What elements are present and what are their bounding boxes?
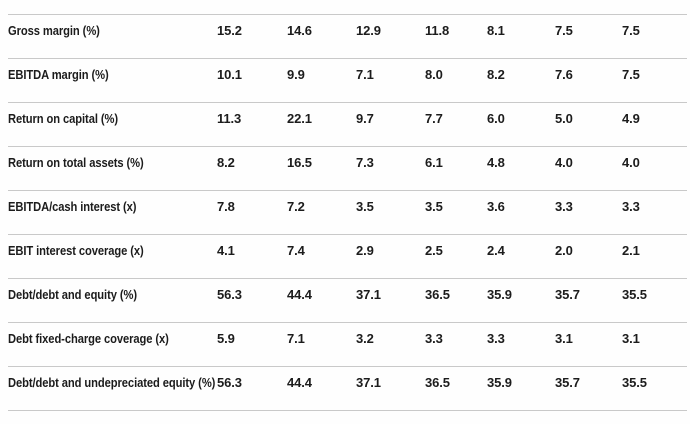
table-cell: 3.2	[356, 331, 374, 346]
table-cell: 36.5	[425, 287, 450, 302]
table-cell: 7.5	[622, 23, 640, 38]
table-row: Gross margin (%) 15.2 14.6 12.9 11.8 8.1…	[8, 14, 687, 59]
table-cell: 9.7	[356, 111, 374, 126]
table-cell: 12.9	[356, 23, 381, 38]
table-cell: 15.2	[217, 23, 242, 38]
table-cell: 35.5	[622, 287, 647, 302]
table-cell: 35.9	[487, 375, 512, 390]
table-cell: 36.5	[425, 375, 450, 390]
table-cell: 7.5	[622, 67, 640, 82]
table-cell: 9.9	[287, 67, 305, 82]
table-cell: 14.6	[287, 23, 312, 38]
table-cell: 3.5	[425, 199, 443, 214]
table-cell: 8.1	[487, 23, 505, 38]
table-cell: 3.3	[555, 199, 573, 214]
table-cell: 5.0	[555, 111, 573, 126]
table-row: Return on capital (%) 11.3 22.1 9.7 7.7 …	[8, 102, 687, 147]
table-cell: 7.7	[425, 111, 443, 126]
table-cell: 4.0	[622, 155, 640, 170]
table-cell: 7.5	[555, 23, 573, 38]
table-cell: 35.5	[622, 375, 647, 390]
row-label: Return on total assets (%)	[8, 147, 217, 191]
table-cell: 56.3	[217, 287, 242, 302]
table-cell: 7.8	[217, 199, 235, 214]
table-cell: 7.1	[356, 67, 374, 82]
table-cell: 6.1	[425, 155, 443, 170]
row-label-text: EBITDA/cash interest (x)	[8, 199, 137, 214]
table-cell: 8.0	[425, 67, 443, 82]
table-row: Debt/debt and equity (%) 56.3 44.4 37.1 …	[8, 278, 687, 323]
table-cell: 35.7	[555, 287, 580, 302]
table-row: Return on total assets (%) 8.2 16.5 7.3 …	[8, 146, 687, 191]
table-cell: 2.9	[356, 243, 374, 258]
table-cell: 2.4	[487, 243, 505, 258]
table-cell: 7.4	[287, 243, 305, 258]
table-cell: 7.6	[555, 67, 573, 82]
table-row: Debt fixed-charge coverage (x) 5.9 7.1 3…	[8, 322, 687, 367]
table-cell: 37.1	[356, 287, 381, 302]
financial-ratios-table: Gross margin (%) 15.2 14.6 12.9 11.8 8.1…	[8, 14, 687, 411]
table-row: Debt/debt and undepreciated equity (%) 5…	[8, 366, 687, 411]
table-cell: 2.1	[622, 243, 640, 258]
table-cell: 35.7	[555, 375, 580, 390]
table-cell: 10.1	[217, 67, 242, 82]
table-cell: 22.1	[287, 111, 312, 126]
row-label-text: EBIT interest coverage (x)	[8, 243, 144, 258]
table-cell: 3.5	[356, 199, 374, 214]
table-cell: 44.4	[287, 287, 312, 302]
table-cell: 7.3	[356, 155, 374, 170]
table-cell: 4.9	[622, 111, 640, 126]
table-cell: 56.3	[217, 375, 242, 390]
table-cell: 6.0	[487, 111, 505, 126]
row-label: Debt/debt and undepreciated equity (%)	[8, 367, 217, 411]
table-cell: 3.3	[487, 331, 505, 346]
table-cell: 11.8	[425, 23, 450, 38]
table-row: EBITDA/cash interest (x) 7.8 7.2 3.5 3.5…	[8, 190, 687, 235]
table-row: EBIT interest coverage (x) 4.1 7.4 2.9 2…	[8, 234, 687, 279]
row-label-text: Return on capital (%)	[8, 111, 119, 126]
table-row: EBITDA margin (%) 10.1 9.9 7.1 8.0 8.2 7…	[8, 58, 687, 103]
table-cell: 7.2	[287, 199, 305, 214]
table-cell: 7.1	[287, 331, 305, 346]
row-label: EBITDA/cash interest (x)	[8, 191, 217, 235]
table-cell: 4.1	[217, 243, 235, 258]
table-cell: 3.1	[555, 331, 573, 346]
row-label-text: Debt/debt and equity (%)	[8, 287, 137, 302]
table-cell: 3.6	[487, 199, 505, 214]
table-cell: 35.9	[487, 287, 512, 302]
table-cell: 16.5	[287, 155, 312, 170]
row-label: Gross margin (%)	[8, 15, 217, 59]
table-cell: 3.1	[622, 331, 640, 346]
table-cell: 4.8	[487, 155, 505, 170]
row-label-text: Debt/debt and undepreciated equity (%)	[8, 375, 216, 390]
table-cell: 11.3	[217, 111, 242, 126]
table-cell: 8.2	[217, 155, 235, 170]
row-label-text: Debt fixed-charge coverage (x)	[8, 331, 169, 346]
table-cell: 37.1	[356, 375, 381, 390]
table-cell: 3.3	[425, 331, 443, 346]
table-cell: 3.3	[622, 199, 640, 214]
table-cell: 5.9	[217, 331, 235, 346]
table-cell: 2.0	[555, 243, 573, 258]
row-label: EBITDA margin (%)	[8, 59, 217, 103]
row-label-text: Gross margin (%)	[8, 23, 100, 38]
row-label: Debt/debt and equity (%)	[8, 279, 217, 323]
row-label: EBIT interest coverage (x)	[8, 235, 217, 279]
row-label: Return on capital (%)	[8, 103, 217, 147]
table-cell: 44.4	[287, 375, 312, 390]
row-label-text: EBITDA margin (%)	[8, 67, 109, 82]
table-cell: 8.2	[487, 67, 505, 82]
row-label: Debt fixed-charge coverage (x)	[8, 323, 217, 367]
table-cell: 2.5	[425, 243, 443, 258]
table-cell: 4.0	[555, 155, 573, 170]
row-label-text: Return on total assets (%)	[8, 155, 144, 170]
